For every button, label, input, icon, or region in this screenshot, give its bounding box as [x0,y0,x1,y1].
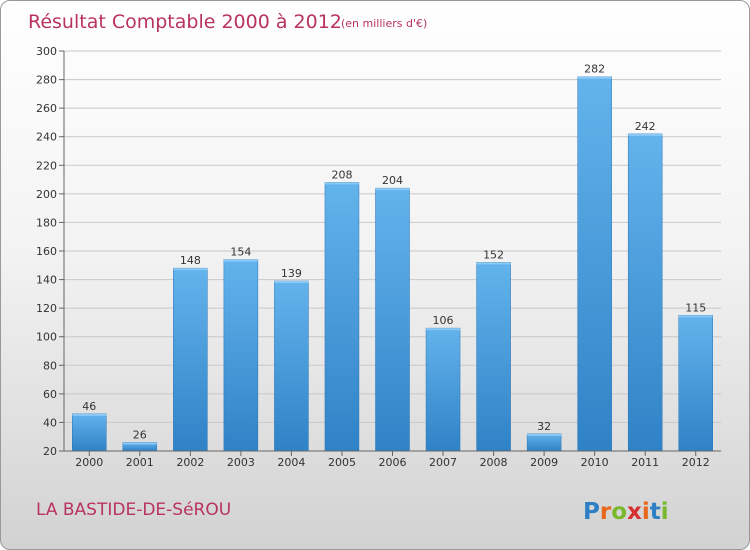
x-tick-label: 2007 [429,456,457,469]
x-tick-label: 2011 [631,456,659,469]
bar-highlight [324,182,359,185]
data-label: 148 [180,254,201,267]
logo-letter: t [650,499,661,525]
y-tick-label: 160 [36,245,57,258]
x-tick-label: 2012 [682,456,710,469]
y-tick-label: 80 [43,359,57,372]
data-label: 46 [82,400,96,413]
x-tick-label: 2009 [530,456,558,469]
y-tick-label: 240 [36,131,57,144]
bar [274,280,309,452]
chart-title: Résultat Comptable 2000 à 2012 [28,11,342,33]
bar [526,433,562,452]
bar [425,327,461,452]
logo-letter: o [611,499,627,525]
y-tick-label: 300 [36,45,57,58]
bar [324,182,360,452]
y-tick-label: 40 [43,416,57,429]
x-tick-label: 2005 [328,456,356,469]
y-tick-label: 60 [43,388,57,401]
data-label: 154 [230,246,251,259]
bar [72,413,107,452]
bar [173,267,208,452]
logo-letter: x [627,499,642,525]
data-label: 32 [537,420,551,433]
data-label: 152 [483,248,504,261]
commune-name: LA BASTIDE-DE-SéROU [36,500,231,520]
data-label: 139 [281,267,302,280]
y-tick-label: 180 [36,216,57,229]
x-tick-label: 2002 [176,456,204,469]
bar-highlight [173,268,208,271]
proxiti-logo: Proxiti [583,499,669,525]
logo-letter: i [642,499,650,525]
y-tick-label: 140 [36,274,57,287]
bar [375,187,410,452]
bar-highlight [527,433,562,436]
x-tick-label: 2001 [126,456,154,469]
bars-group: 46 26 148 154 139 208 204 106 152 32 282 242 115 [72,63,713,452]
data-label: 106 [433,314,454,327]
data-label: 26 [133,428,147,441]
x-tick-label: 2004 [277,456,305,469]
bar-highlight [577,76,612,79]
chart-subtitle: (en milliers d'€) [341,17,427,30]
x-tick-label: 2006 [379,456,407,469]
y-tick-label: 260 [36,102,57,115]
bar-highlight [274,281,309,283]
data-label: 242 [635,120,656,133]
data-label: 204 [382,174,403,187]
x-tick-label: 2010 [581,456,609,469]
bar-highlight [375,188,410,191]
y-tick-label: 220 [36,159,57,172]
logo-letter: P [583,499,600,525]
x-tick-label: 2003 [227,456,255,469]
bar [476,262,511,452]
bar-highlight [628,133,663,136]
data-label: 115 [685,301,706,314]
bar-highlight [426,328,461,331]
bar-highlight [223,259,258,262]
bar-highlight [122,442,157,445]
logo-letter: i [661,499,669,525]
bar [577,76,612,452]
bar-highlight [476,262,511,265]
bar [678,315,713,452]
x-tick-label: 2000 [75,456,103,469]
y-tick-label: 100 [36,331,57,344]
bar [627,133,663,452]
logo-letter: r [600,499,612,525]
bar [223,259,259,452]
bar-highlight [72,413,107,416]
y-tick-label: 120 [36,302,57,315]
data-label: 208 [331,168,352,181]
y-tick-label: 200 [36,188,57,201]
bar-highlight [678,315,713,318]
y-tick-label: 280 [36,74,57,87]
y-tick-label: 20 [43,445,57,458]
data-label: 282 [584,63,605,76]
x-tick-label: 2008 [480,456,508,469]
axes: 20 40 60 80 100 120 140 160 180 200 220 240 260 280 30… [36,45,721,469]
